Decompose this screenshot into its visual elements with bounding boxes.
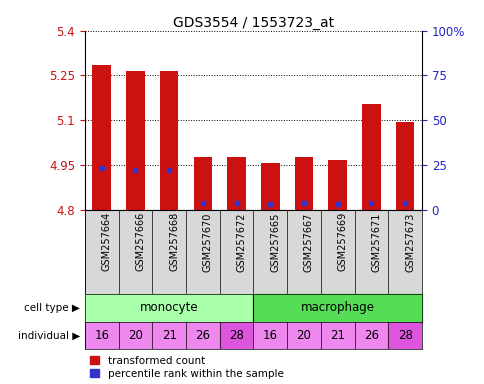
Text: macrophage: macrophage xyxy=(300,301,374,314)
Text: 20: 20 xyxy=(128,329,143,342)
Text: GSM257668: GSM257668 xyxy=(169,212,179,271)
Text: 28: 28 xyxy=(397,329,412,342)
Bar xyxy=(320,322,354,349)
Bar xyxy=(85,294,253,322)
Text: GSM257666: GSM257666 xyxy=(135,212,145,271)
Bar xyxy=(219,322,253,349)
Text: 16: 16 xyxy=(262,329,277,342)
Text: GSM257672: GSM257672 xyxy=(236,212,246,272)
Bar xyxy=(253,322,287,349)
Bar xyxy=(118,322,152,349)
Bar xyxy=(387,322,421,349)
Text: individual ▶: individual ▶ xyxy=(18,331,80,341)
Text: 21: 21 xyxy=(330,329,345,342)
Text: GSM257670: GSM257670 xyxy=(202,212,212,271)
Text: GSM257669: GSM257669 xyxy=(337,212,347,271)
Bar xyxy=(287,322,320,349)
Text: cell type ▶: cell type ▶ xyxy=(24,303,80,313)
Text: GSM257665: GSM257665 xyxy=(270,212,280,271)
Bar xyxy=(328,161,346,210)
Text: 16: 16 xyxy=(94,329,109,342)
Text: 26: 26 xyxy=(195,329,210,342)
Text: 21: 21 xyxy=(161,329,176,342)
Bar xyxy=(227,157,245,210)
Legend: transformed count, percentile rank within the sample: transformed count, percentile rank withi… xyxy=(90,356,283,379)
Text: 26: 26 xyxy=(363,329,378,342)
Text: 28: 28 xyxy=(228,329,243,342)
Bar xyxy=(253,294,421,322)
Bar xyxy=(85,322,118,349)
Bar xyxy=(152,322,186,349)
Text: monocyte: monocyte xyxy=(139,301,198,314)
Bar xyxy=(354,322,387,349)
Bar xyxy=(294,157,313,210)
Text: GSM257673: GSM257673 xyxy=(404,212,414,271)
Title: GDS3554 / 1553723_at: GDS3554 / 1553723_at xyxy=(172,16,333,30)
Text: GSM257671: GSM257671 xyxy=(371,212,380,271)
Text: GSM257664: GSM257664 xyxy=(102,212,111,271)
Bar xyxy=(395,122,413,210)
Bar xyxy=(186,322,219,349)
Bar xyxy=(160,71,178,210)
Bar xyxy=(260,164,279,210)
Text: GSM257667: GSM257667 xyxy=(303,212,313,271)
Text: 20: 20 xyxy=(296,329,311,342)
Bar xyxy=(193,157,212,210)
Bar xyxy=(92,65,111,210)
Bar xyxy=(126,71,144,210)
Bar xyxy=(362,104,380,210)
